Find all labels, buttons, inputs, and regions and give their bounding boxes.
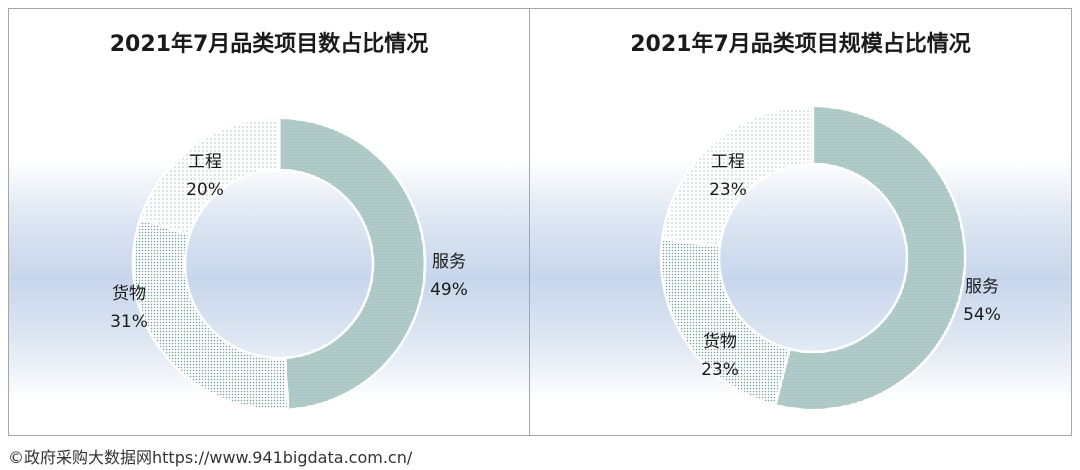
slice-label: 服务 — [432, 252, 466, 272]
slice-label: 货物 — [112, 284, 146, 304]
donut-slice-服务 — [277, 116, 427, 412]
slice-value-label: 20% — [186, 180, 224, 200]
slice-value-label: 23% — [701, 360, 739, 380]
slice-value-label: 49% — [430, 280, 468, 300]
donut-slice-货物 — [131, 217, 290, 412]
donut-slice-工程 — [138, 116, 281, 237]
donut-chart: 服务 54% 货物 23% 工程 23% — [659, 104, 1001, 412]
slice-value-label: 23% — [709, 180, 747, 200]
donut-slice-货物 — [659, 237, 792, 407]
donut-slice-服务 — [773, 104, 967, 412]
slice-label: 工程 — [711, 152, 745, 172]
chart-panel-item-scale: 2021年7月品类项目规模占比情况 服务 54% 货物 23% 工程 23% — [529, 8, 1072, 436]
slice-label: 服务 — [965, 277, 999, 297]
watermark: ©政府采购大数据网https://www.941bigdata.com.cn/ — [8, 448, 413, 467]
chart-panel-item-count: 2021年7月品类项目数占比情况 服务 49% 货物 31% 工程 20% — [8, 8, 530, 436]
slice-label: 工程 — [188, 152, 222, 172]
slice-value-label: 54% — [963, 305, 1001, 325]
donut-slice-工程 — [660, 104, 815, 248]
chart-title: 2021年7月品类项目规模占比情况 — [630, 32, 971, 57]
slice-value-label: 31% — [110, 312, 148, 332]
donut-chart: 服务 49% 货物 31% 工程 20% — [110, 116, 468, 412]
slice-label: 货物 — [703, 332, 737, 352]
chart-title: 2021年7月品类项目数占比情况 — [109, 32, 429, 57]
